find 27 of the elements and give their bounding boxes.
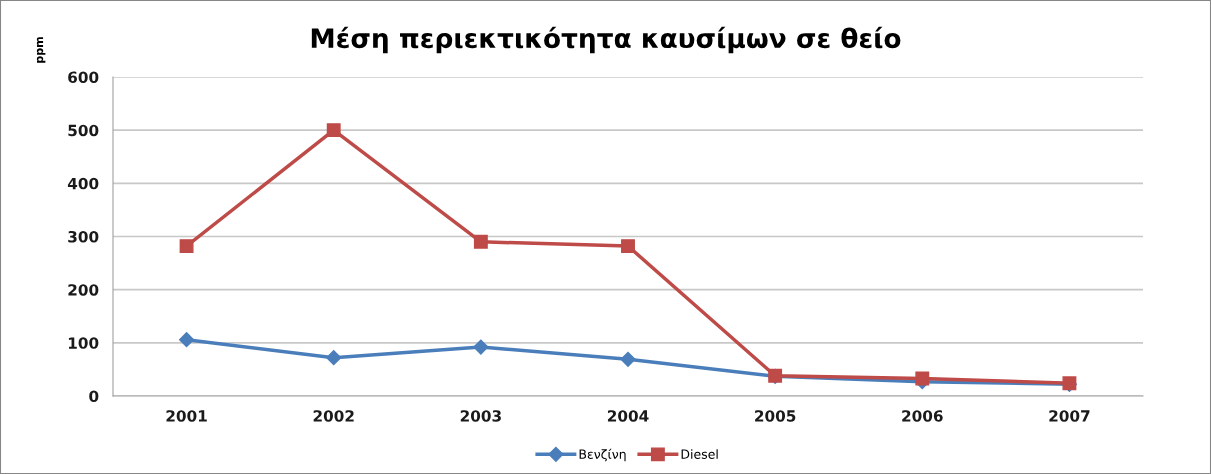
x-tick-label: 2004 [607, 410, 649, 422]
y-tick-label: 0 [89, 390, 99, 403]
point [620, 351, 636, 367]
point [326, 350, 342, 366]
point [473, 234, 488, 249]
point [621, 239, 635, 254]
legend-label: Βενζίνη [579, 448, 626, 462]
x-tick-label: 2003 [460, 410, 501, 422]
y-tick-label: 600 [68, 71, 99, 84]
legend-label: Diesel [681, 449, 718, 459]
y-tick-label: 100 [68, 337, 99, 349]
y-tick-label: 300 [68, 230, 99, 243]
point [326, 123, 341, 138]
x-tick-label: 2007 [1049, 410, 1090, 422]
point [915, 371, 930, 386]
x-tick-label: 2002 [313, 410, 354, 422]
y-tick-label: 500 [68, 124, 99, 137]
y-tick-label: 200 [68, 284, 99, 296]
point [473, 339, 489, 355]
x-tick-label: 2001 [166, 410, 207, 422]
chart-title: Μέση περιεκτικότητα καυσίμων σε θείο [311, 26, 901, 54]
y-axis-title: ppm [36, 37, 46, 63]
point [179, 239, 194, 254]
y-tick-label: 400 [67, 177, 99, 190]
point [179, 332, 195, 348]
x-tick-label: 2005 [755, 410, 796, 422]
x-tick-label: 2006 [902, 410, 943, 422]
